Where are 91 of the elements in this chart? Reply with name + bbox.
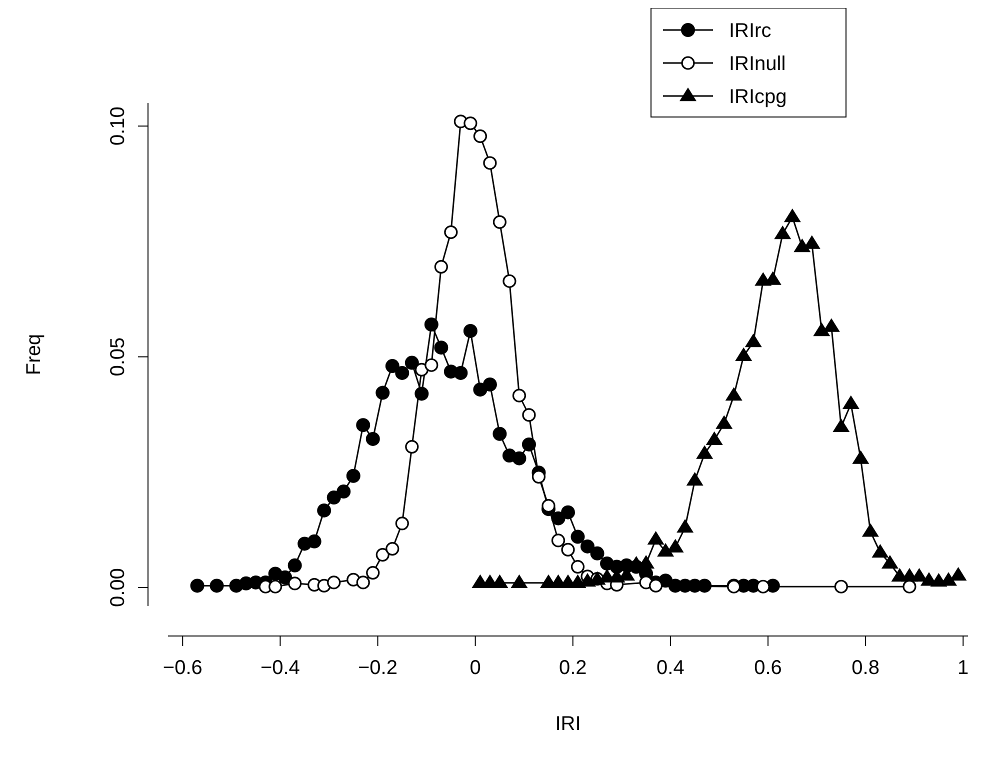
point: [317, 503, 332, 518]
point: [492, 426, 507, 441]
point: [424, 358, 438, 372]
point: [570, 530, 585, 544]
point: [463, 324, 478, 338]
point: [395, 516, 409, 530]
point: [376, 548, 390, 562]
point: [881, 555, 898, 569]
point: [902, 580, 916, 594]
point: [502, 274, 516, 288]
point: [473, 382, 488, 397]
point: [366, 566, 380, 580]
point: [756, 580, 770, 594]
point: [744, 334, 762, 348]
y-axis-title: Freq: [23, 334, 45, 376]
point: [647, 531, 664, 545]
point: [862, 523, 879, 537]
point: [356, 576, 370, 590]
point: [832, 418, 850, 432]
point: [542, 499, 556, 513]
point: [434, 340, 448, 355]
point: [510, 574, 528, 588]
point: [386, 542, 400, 556]
point: [570, 560, 585, 574]
point: [834, 580, 848, 594]
point: [326, 490, 341, 505]
x-tick-label: 0.8: [852, 657, 880, 679]
point: [483, 156, 497, 170]
point: [522, 437, 536, 452]
point: [210, 578, 224, 593]
point: [872, 544, 889, 558]
x-tick-label: 0.4: [656, 657, 684, 679]
x-axis-title: IRI: [555, 713, 581, 735]
point: [561, 542, 575, 556]
point: [307, 534, 322, 548]
y-tick-label: 0.00: [107, 568, 129, 608]
point: [813, 322, 830, 336]
point: [356, 418, 370, 432]
x-tick-label: −0.6: [162, 657, 202, 679]
y-tick-label: 0.05: [107, 337, 129, 376]
point: [676, 519, 694, 533]
point: [522, 408, 536, 422]
point: [512, 388, 526, 402]
point: [336, 484, 351, 499]
point: [532, 470, 546, 484]
point: [278, 570, 292, 584]
point: [327, 576, 341, 590]
point: [268, 580, 282, 594]
point: [686, 472, 704, 486]
point: [551, 534, 566, 548]
y-tick-label: 0.10: [107, 106, 129, 146]
point: [454, 366, 468, 380]
point: [288, 576, 302, 590]
point: [376, 386, 390, 400]
point: [473, 129, 487, 144]
x-tick-label: 1: [958, 657, 969, 679]
point: [482, 377, 497, 392]
point: [580, 539, 595, 554]
point: [404, 356, 419, 370]
point: [492, 215, 507, 229]
point: [512, 451, 526, 466]
point: [774, 226, 792, 240]
point: [190, 578, 204, 593]
point: [590, 546, 604, 560]
point: [716, 415, 733, 429]
point: [561, 505, 575, 520]
point: [696, 445, 714, 459]
x-tick-label: −0.2: [358, 657, 398, 679]
legend-label: IRIrc: [729, 20, 772, 42]
x-tick-label: 0: [470, 657, 481, 679]
point: [288, 558, 302, 572]
point: [366, 432, 380, 446]
point: [414, 362, 428, 377]
point: [444, 225, 458, 240]
point: [706, 431, 723, 445]
point: [852, 450, 870, 464]
point: [385, 359, 400, 374]
x-tick-label: −0.4: [260, 657, 300, 679]
legend-label: IRIcpg: [729, 86, 787, 108]
point: [395, 366, 410, 380]
x-tick-label: 0.6: [754, 657, 782, 679]
point: [346, 468, 360, 483]
point: [725, 387, 742, 401]
x-tick-label: 0.2: [558, 657, 587, 679]
point: [434, 260, 448, 274]
legend-label: IRInull: [729, 53, 786, 75]
point: [464, 116, 478, 130]
point: [649, 578, 663, 592]
point: [405, 440, 419, 454]
point: [657, 543, 674, 557]
point: [950, 567, 967, 581]
